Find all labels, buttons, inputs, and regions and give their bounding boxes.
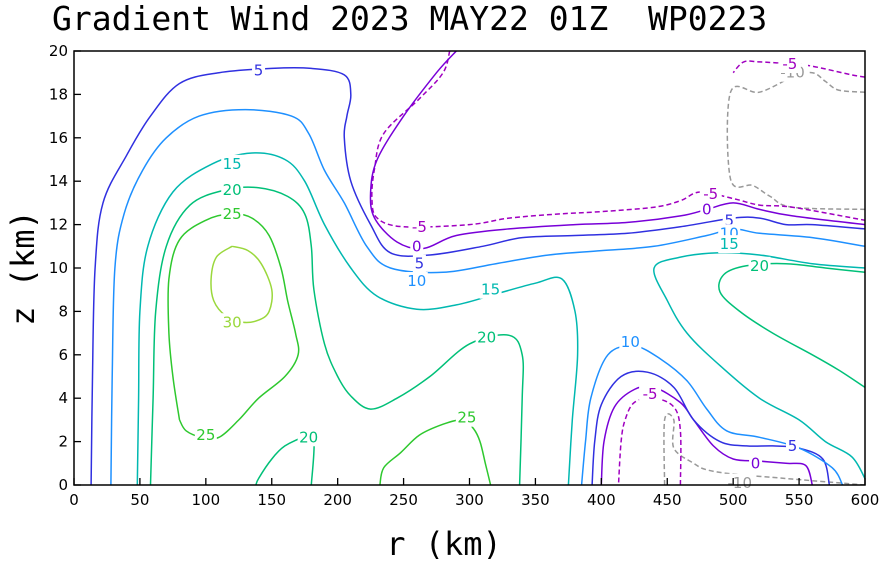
contour-line-5 — [90, 66, 865, 485]
contour-label: 25 — [196, 426, 215, 444]
x-tick-label: 200 — [323, 491, 352, 509]
x-axis-label: r (km) — [386, 525, 502, 561]
contour-line-25 — [379, 419, 492, 485]
contour-label: -5 — [643, 385, 658, 403]
contour-label: 15 — [223, 155, 242, 173]
contour-line-15 — [653, 251, 865, 479]
contour-label-bg — [479, 280, 502, 299]
contour-label: 0 — [702, 200, 712, 218]
contour-label: 5 — [254, 62, 264, 80]
contour-label: 25 — [223, 205, 242, 223]
x-tick-label: 350 — [521, 491, 550, 509]
contour-label-bg — [785, 436, 799, 455]
chart-title: Gradient Wind 2023 MAY22 01Z WP0223 — [52, 0, 767, 38]
contour-label: 5 — [788, 437, 798, 455]
contour-label: 5 — [724, 211, 734, 229]
contour-label-bg — [405, 272, 428, 291]
x-tick-label: 500 — [719, 491, 748, 509]
y-tick-label: 10 — [49, 259, 68, 277]
contour-line-neg10 — [726, 71, 865, 211]
contour-label-bg — [297, 428, 320, 447]
contour-label-bg — [252, 61, 266, 80]
contour-label-bg — [718, 235, 741, 254]
y-tick-label: 6 — [58, 346, 68, 364]
contour-label: 25 — [457, 409, 476, 427]
contour-line-25 — [167, 212, 300, 440]
x-tick-label: 600 — [851, 491, 879, 509]
y-tick-label: 18 — [49, 85, 68, 103]
contour-label: 5 — [415, 255, 425, 273]
x-tick-label: 50 — [130, 491, 149, 509]
contour-label: 20 — [477, 328, 496, 346]
contour-label-bg — [194, 426, 217, 445]
contour-label: 0 — [751, 454, 761, 472]
contour-label: 20 — [750, 257, 769, 275]
x-tick-label: 300 — [455, 491, 484, 509]
contour-label-bg — [412, 254, 426, 273]
y-tick-label: 16 — [49, 129, 68, 147]
contour-line-neg10 — [663, 413, 865, 485]
contour-line-neg5 — [371, 51, 865, 228]
contour-label: -5 — [412, 218, 427, 236]
x-tick-label: 0 — [69, 491, 79, 509]
x-tick-label: 250 — [389, 491, 418, 509]
y-tick-label: 4 — [58, 389, 68, 407]
contour-label-bg — [408, 217, 431, 236]
contour-label-bg — [748, 256, 771, 275]
y-tick-label: 2 — [58, 433, 68, 451]
y-tick-label: 0 — [58, 476, 68, 494]
contour-label-bg — [221, 180, 244, 199]
y-axis: 0 2 4 6 8 10 12 14 16 18 20 — [49, 42, 81, 494]
contour-label: 10 — [407, 272, 426, 290]
contour-line-10 — [580, 345, 844, 485]
contour-label-bg — [221, 313, 244, 332]
contour-label-bg — [410, 237, 424, 256]
contour-label-bg — [699, 185, 722, 204]
y-tick-label: 20 — [49, 42, 68, 60]
x-axis: 0 50 100 150 200 250 300 350 400 450 500 550 600 — [69, 478, 879, 509]
contour-label-bg — [221, 154, 244, 173]
contour-label: -10 — [728, 474, 753, 492]
y-tick-label: 12 — [49, 216, 68, 234]
contour-label: 30 — [223, 313, 242, 331]
contour-label-bg — [639, 384, 662, 403]
contour-line-0 — [600, 385, 814, 485]
contour-line-10 — [110, 108, 865, 485]
contour-label-bg — [700, 200, 714, 219]
contour-line-30 — [210, 245, 273, 324]
contour-label-bg — [455, 408, 478, 427]
x-tick-label: 450 — [653, 491, 682, 509]
contour-label-bg — [749, 454, 763, 473]
contour-label-bg — [475, 328, 498, 347]
contour-line-20 — [718, 262, 865, 389]
contour-line-5 — [591, 370, 831, 485]
contour-line-0 — [369, 51, 865, 250]
x-tick-label: 400 — [587, 491, 616, 509]
contour-label-bg — [724, 473, 756, 492]
contour-label-bg — [778, 55, 801, 74]
contour-label: 10 — [621, 333, 640, 351]
y-axis-label: z (km) — [4, 210, 42, 326]
x-tick-label: 550 — [785, 491, 814, 509]
contour-line-15 — [136, 152, 579, 485]
y-tick-label: 14 — [49, 172, 68, 190]
contour-label-bg — [619, 332, 642, 351]
contour-label: -5 — [782, 55, 797, 73]
contour-label: 20 — [299, 428, 318, 446]
contour-label-bg — [221, 204, 244, 223]
contour-line-neg5 — [617, 397, 682, 485]
x-tick-label: 150 — [257, 491, 286, 509]
contour-label: 20 — [223, 181, 242, 199]
contour-labels: -10-10-5-5-5-500055551010101515152020202… — [194, 55, 808, 492]
y-tick-label: 8 — [58, 302, 68, 320]
contour-label: 15 — [481, 281, 500, 299]
contour-label: 15 — [720, 235, 739, 253]
contour-label: 0 — [412, 237, 422, 255]
x-tick-label: 100 — [192, 491, 221, 509]
contour-label: -5 — [703, 185, 718, 203]
